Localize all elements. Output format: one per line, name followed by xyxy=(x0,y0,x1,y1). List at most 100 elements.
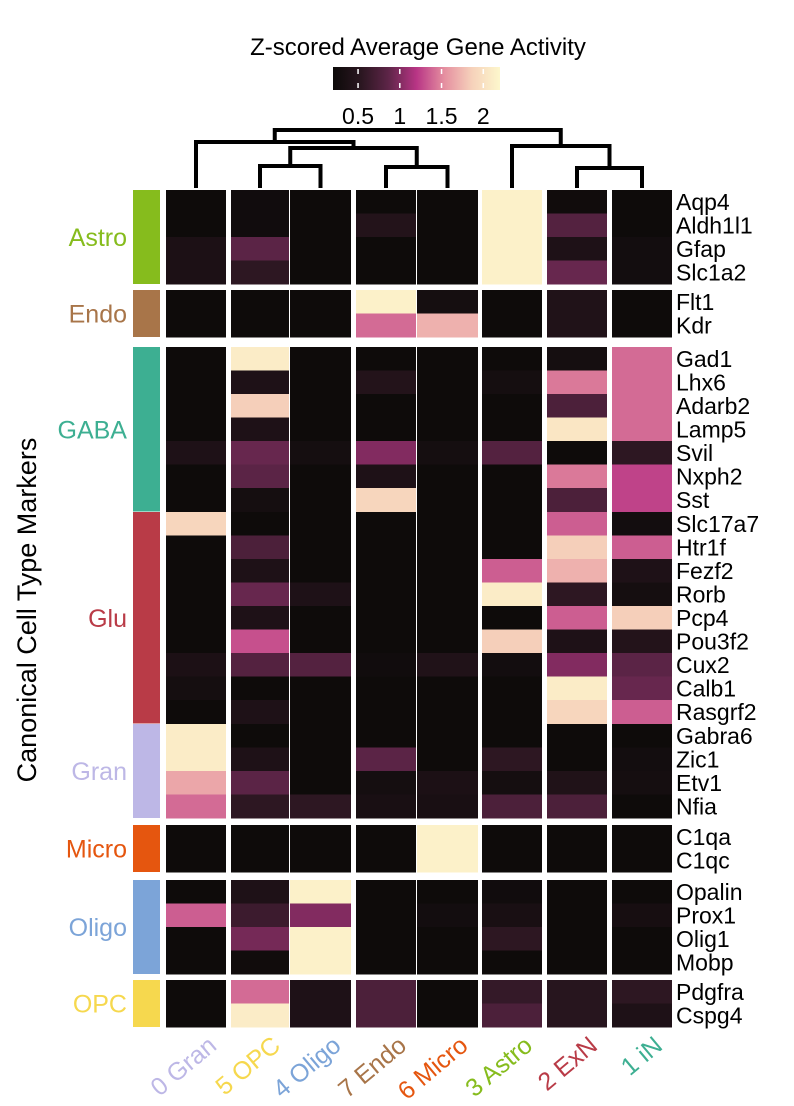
heatmap-cell xyxy=(356,237,416,261)
heatmap-cell xyxy=(231,535,289,560)
heatmap-cell xyxy=(166,535,226,560)
heatmap-cell xyxy=(356,370,416,395)
heatmap-cell xyxy=(231,582,289,607)
group-label: GABA xyxy=(58,416,128,444)
heatmap-cell xyxy=(356,794,416,819)
group-color-bar xyxy=(133,512,160,724)
heatmap-cell xyxy=(612,394,672,418)
heatmap-cell xyxy=(290,464,351,489)
heatmap-cell xyxy=(231,606,289,630)
heatmap-cell xyxy=(482,880,542,904)
dendrogram-branch xyxy=(258,164,323,188)
heatmap-cell xyxy=(482,535,542,560)
heatmap-cell xyxy=(417,700,478,724)
gene-label: Adarb2 xyxy=(676,393,750,419)
group-color-bar xyxy=(133,980,160,1027)
heatmap-cell xyxy=(166,260,226,285)
heatmap-cell xyxy=(612,290,672,314)
heatmap-cell xyxy=(547,347,607,371)
gene-label: Olig1 xyxy=(676,926,730,952)
heatmap-cell xyxy=(356,213,416,238)
heatmap-cell xyxy=(290,417,351,442)
heatmap-cell xyxy=(417,653,478,677)
column-label: 4 Oligo xyxy=(268,1031,347,1103)
heatmap-cell xyxy=(482,213,542,238)
colorbar-tick-label: 2 xyxy=(477,103,490,129)
heatmap-cell xyxy=(482,559,542,583)
heatmap-cell xyxy=(547,1003,607,1028)
gene-label: Aqp4 xyxy=(676,189,730,215)
heatmap-cell xyxy=(356,464,416,489)
heatmap-cell xyxy=(356,582,416,607)
group-label: OPC xyxy=(73,991,127,1019)
heatmap-cell xyxy=(290,825,351,849)
heatmap-cell xyxy=(231,464,289,489)
gene-label: Cspg4 xyxy=(676,1002,743,1028)
heatmap-cell xyxy=(612,927,672,951)
heatmap-cell xyxy=(231,825,289,849)
gene-label: Nxph2 xyxy=(676,463,742,489)
heatmap-cell xyxy=(290,290,351,314)
heatmap-cell xyxy=(231,237,289,261)
gene-label: Slc1a2 xyxy=(676,259,746,285)
heatmap-cell xyxy=(356,347,416,371)
heatmap-cell xyxy=(231,771,289,795)
heatmap-cell xyxy=(417,724,478,748)
heatmap-cell xyxy=(612,417,672,442)
heatmap-cell xyxy=(290,213,351,238)
heatmap-cell xyxy=(417,347,478,371)
heatmap-cell xyxy=(482,1003,542,1028)
heatmap-cell xyxy=(417,313,478,338)
heatmap-cell xyxy=(166,347,226,371)
heatmap-cell xyxy=(612,653,672,677)
heatmap-cell xyxy=(417,260,478,285)
heatmap-cell xyxy=(166,213,226,238)
gene-label: Slc17a7 xyxy=(676,511,759,537)
heatmap-cell xyxy=(356,190,416,214)
heatmap-cell xyxy=(417,417,478,442)
heatmap-cell xyxy=(482,464,542,489)
heatmap-cell xyxy=(417,213,478,238)
gene-label: Kdr xyxy=(676,312,712,338)
heatmap-cell xyxy=(290,700,351,724)
gene-label: Zic1 xyxy=(676,746,719,772)
heatmap-cell xyxy=(231,313,289,338)
heatmap-cell xyxy=(166,190,226,214)
heatmap-cell xyxy=(547,848,607,873)
heatmap-cell xyxy=(482,582,542,607)
heatmap-cell xyxy=(612,606,672,630)
heatmap-cell xyxy=(482,347,542,371)
heatmap-cell xyxy=(547,880,607,904)
heatmap-cell xyxy=(356,653,416,677)
gene-label: Calb1 xyxy=(676,675,736,701)
heatmap-cell xyxy=(290,512,351,536)
heatmap-cell xyxy=(547,582,607,607)
heatmap-cell xyxy=(290,260,351,285)
heatmap-cell xyxy=(166,794,226,819)
heatmap-cell xyxy=(417,559,478,583)
heatmap-cell xyxy=(290,848,351,873)
heatmap-cell xyxy=(482,980,542,1004)
heatmap-cell xyxy=(166,653,226,677)
heatmap-cell xyxy=(290,950,351,975)
heatmap-cell xyxy=(231,724,289,748)
gene-label: C1qc xyxy=(676,847,730,873)
gene-label: Gad1 xyxy=(676,346,732,372)
heatmap-cell xyxy=(166,488,226,512)
heatmap-cell xyxy=(356,724,416,748)
heatmap-cell xyxy=(547,927,607,951)
heatmap-cell xyxy=(231,980,289,1004)
heatmap-cell xyxy=(356,676,416,701)
heatmap-cell xyxy=(612,880,672,904)
heatmap-cell xyxy=(166,903,226,928)
heatmap-cell xyxy=(482,417,542,442)
heatmap-cell xyxy=(231,347,289,371)
heatmap-cell xyxy=(417,1003,478,1028)
heatmap-cell xyxy=(417,488,478,512)
heatmap-cell xyxy=(166,1003,226,1028)
heatmap-cell xyxy=(231,794,289,819)
heatmap-cell xyxy=(612,825,672,849)
gene-label: Rorb xyxy=(676,581,726,607)
heatmap-cell xyxy=(356,441,416,465)
